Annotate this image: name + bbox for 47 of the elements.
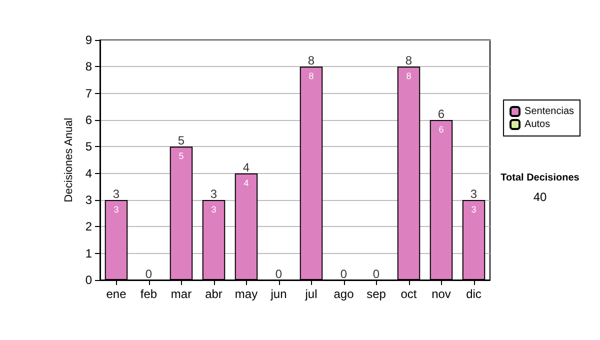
total-label: 0 — [145, 267, 152, 281]
x-tick-label: nov — [432, 287, 451, 301]
legend-label: Autos — [524, 119, 550, 130]
total-label: 0 — [340, 267, 348, 281]
x-tick-label: jul — [304, 287, 318, 301]
text: 40 — [533, 190, 547, 204]
y-axis-title: Decisiones Anual — [62, 118, 75, 202]
data-label: 4 — [244, 178, 249, 188]
y-tick-label: 7 — [85, 86, 92, 100]
total-label: 0 — [372, 267, 380, 281]
y-tick-label: 8 — [85, 60, 92, 74]
x-tick-label: sep — [366, 287, 386, 301]
x-tick-label: abr — [205, 287, 222, 301]
total-label: 8 — [405, 54, 412, 68]
data-label: 3 — [471, 204, 476, 214]
x-tick-label: dic — [466, 287, 482, 301]
y-tick-label: 9 — [85, 33, 92, 47]
x-tick-label: mar — [170, 287, 192, 301]
total-label: 4 — [242, 160, 250, 174]
data-label: 3 — [211, 204, 216, 214]
total-label: 3 — [470, 187, 478, 201]
total-label: 0 — [275, 267, 282, 281]
total-label: 3 — [112, 187, 120, 201]
data-label: 5 — [178, 151, 184, 162]
data-label: 6 — [438, 124, 444, 134]
y-tick-label: 3 — [85, 193, 92, 207]
x-tick-label: jun — [270, 287, 287, 301]
y-tick-label: 5 — [85, 140, 92, 154]
total-label: 8 — [308, 54, 315, 68]
x-tick-label: ene — [106, 287, 127, 301]
total-label: 5 — [178, 134, 185, 148]
y-tick-label: 2 — [85, 220, 92, 234]
text: Total Decisiones — [500, 172, 580, 184]
x-tick-label: may — [234, 287, 258, 301]
data-label: 8 — [308, 71, 314, 82]
y-tick-label: 6 — [85, 113, 92, 127]
y-tick-label: 4 — [85, 166, 92, 180]
y-tick-label: 0 — [85, 273, 92, 287]
legend-label: Sentencias — [524, 106, 574, 117]
total-label: 3 — [210, 187, 218, 201]
data-label: 3 — [114, 204, 119, 214]
y-tick-label: 1 — [85, 246, 92, 260]
x-tick-label: feb — [140, 287, 158, 301]
x-tick-label: oct — [400, 287, 418, 301]
x-tick-label: ago — [334, 287, 354, 301]
data-label: 8 — [406, 71, 412, 82]
total-label: 6 — [438, 107, 445, 121]
